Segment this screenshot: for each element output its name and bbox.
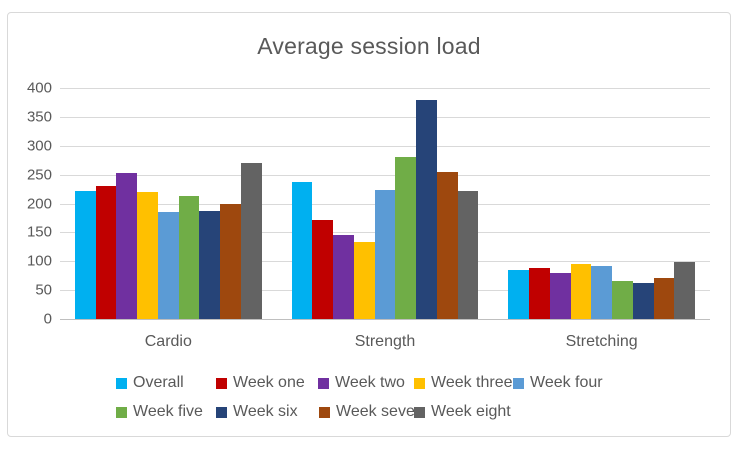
legend-swatch-overall: [116, 377, 127, 389]
legend-item-week-six: Week six: [216, 403, 298, 421]
bar-cardio-week-four: [157, 212, 179, 319]
bar-group-stretching: [493, 88, 710, 319]
bar-strength-week-five: [395, 157, 417, 319]
bar-stretching-week-six: [632, 283, 654, 319]
bar-strength-week-one: [312, 219, 334, 319]
bar-stretching-week-four: [591, 265, 613, 319]
legend-item-week-four: Week four: [513, 374, 603, 392]
gridline-250: [60, 174, 710, 176]
plot-area: [60, 88, 710, 320]
legend-label-overall: Overall: [133, 374, 184, 391]
y-tick-label-400: 400: [26, 79, 52, 97]
legend-label-week-six: Week six: [233, 403, 298, 420]
legend-item-week-one: Week one: [216, 374, 305, 392]
legend-item-week-three: Week three: [414, 374, 513, 392]
y-tick-label-50: 50: [35, 281, 52, 299]
bar-strength-week-three: [353, 241, 375, 319]
y-tick-label-0: 0: [43, 310, 52, 328]
y-tick-label-150: 150: [26, 223, 52, 241]
bar-cardio-week-two: [116, 172, 138, 319]
bar-strength-week-two: [333, 235, 354, 319]
bar-cardio-week-three: [137, 191, 158, 319]
gridline-400: [60, 88, 710, 89]
y-tick-label-100: 100: [26, 252, 52, 270]
legend-label-week-four: Week four: [530, 374, 603, 391]
bar-stretching-overall: [508, 269, 529, 319]
chart-legend: Overall Week one Week two Week three Week fo…: [8, 13, 730, 436]
legend-item-week-seven: Week seven: [319, 403, 424, 421]
bar-stretching-week-five: [612, 280, 633, 319]
legend-label-week-five: Week five: [133, 403, 203, 420]
x-label-stretching: Stretching: [565, 333, 638, 350]
legend-swatch-week-four: [513, 377, 524, 389]
bar-strength-week-seven: [436, 172, 458, 319]
legend-swatch-week-three: [414, 377, 425, 389]
legend-swatch-week-seven: [319, 406, 330, 418]
bar-stretching-week-two: [549, 272, 571, 319]
legend-label-week-eight: Week eight: [431, 403, 511, 420]
chart-title: Average session load: [257, 33, 481, 59]
gridline-300: [60, 145, 710, 147]
bar-stretching-week-eight: [674, 261, 696, 319]
legend-label-week-one: Week one: [233, 374, 305, 391]
bar-cardio-week-eight: [241, 162, 262, 319]
bar-strength-week-eight: [457, 190, 479, 319]
bar-stretching-week-seven: [653, 278, 675, 319]
legend-label-week-two: Week two: [335, 374, 405, 391]
gridline-350: [60, 116, 710, 118]
x-axis-category-labels: Cardio Strength Stretching: [60, 333, 710, 353]
y-axis-tick-labels: 0 50 100 150 200 250 300 350 400: [8, 13, 52, 436]
gridline-0: [60, 319, 710, 320]
legend-swatch-week-one: [216, 377, 227, 389]
bar-strength-overall: [291, 182, 313, 319]
legend-swatch-week-eight: [414, 406, 425, 418]
x-label-cardio: Cardio: [144, 333, 192, 350]
y-tick-label-300: 300: [26, 137, 52, 155]
bar-strength-week-four: [374, 189, 396, 319]
legend-swatch-week-six: [216, 406, 227, 418]
legend-item-week-eight: Week eight: [414, 403, 511, 421]
legend-swatch-week-five: [116, 406, 127, 418]
legend-label-week-seven: Week seven: [336, 403, 424, 420]
legend-label-week-three: Week three: [431, 374, 513, 391]
x-label-strength: Strength: [354, 333, 416, 350]
bar-strength-week-six: [416, 99, 437, 319]
chart-frame: Average session load 0 50 100 150 200 250 300 3…: [7, 12, 731, 437]
y-tick-label-250: 250: [26, 166, 52, 184]
bar-cardio-week-seven: [220, 203, 241, 319]
y-tick-label-200: 200: [26, 195, 52, 212]
bar-stretching-week-three: [570, 264, 592, 319]
bar-cardio-week-one: [95, 185, 117, 319]
bar-cardio-week-five: [178, 196, 200, 319]
y-tick-label-350: 350: [26, 108, 52, 126]
bar-cardio-week-six: [199, 211, 221, 319]
bar-group-cardio: [60, 88, 277, 319]
bar-stretching-week-one: [528, 267, 550, 319]
bar-group-strength: [277, 88, 494, 319]
legend-item-week-two: Week two: [318, 374, 405, 392]
legend-item-week-five: Week five: [116, 403, 203, 421]
bar-cardio-overall: [74, 190, 96, 319]
legend-item-overall: Overall: [116, 374, 184, 392]
legend-swatch-week-two: [318, 377, 329, 389]
